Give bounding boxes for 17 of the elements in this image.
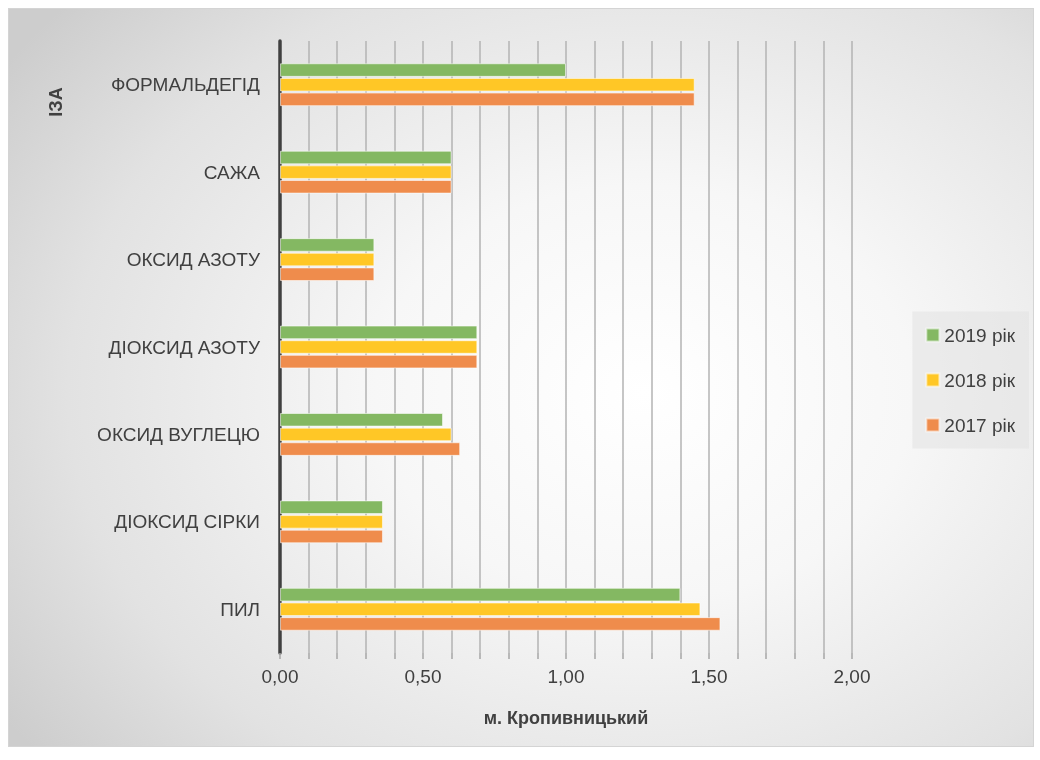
- y-tick-label: ОКСИД ВУГЛЕЦЮ: [97, 423, 260, 445]
- x-tick-label: 0,00: [261, 666, 299, 687]
- y-axis-title: ІЗА: [46, 87, 66, 117]
- y-tick-label: ФОРМАЛЬДЕГІД: [110, 74, 261, 96]
- y-tick-label: САЖА: [203, 161, 261, 183]
- y-tick-label: ДІОКСИД АЗОТУ: [108, 336, 261, 358]
- legend-label: 2017 рік: [944, 414, 1016, 436]
- y-tick-label: ПИЛ: [220, 598, 260, 620]
- x-tick-label: 1,50: [690, 666, 728, 687]
- x-axis-title: м. Кропивницький: [483, 708, 649, 728]
- legend-label: 2018 рік: [944, 369, 1016, 391]
- x-tick-label: 0,50: [404, 666, 442, 687]
- legend-label: 2019 рік: [944, 324, 1016, 346]
- x-tick-label: 2,00: [833, 666, 871, 687]
- x-tick-label: 1,00: [547, 666, 585, 687]
- y-tick-label: ДІОКСИД СІРКИ: [114, 511, 260, 533]
- y-tick-label: ОКСИД АЗОТУ: [126, 249, 261, 271]
